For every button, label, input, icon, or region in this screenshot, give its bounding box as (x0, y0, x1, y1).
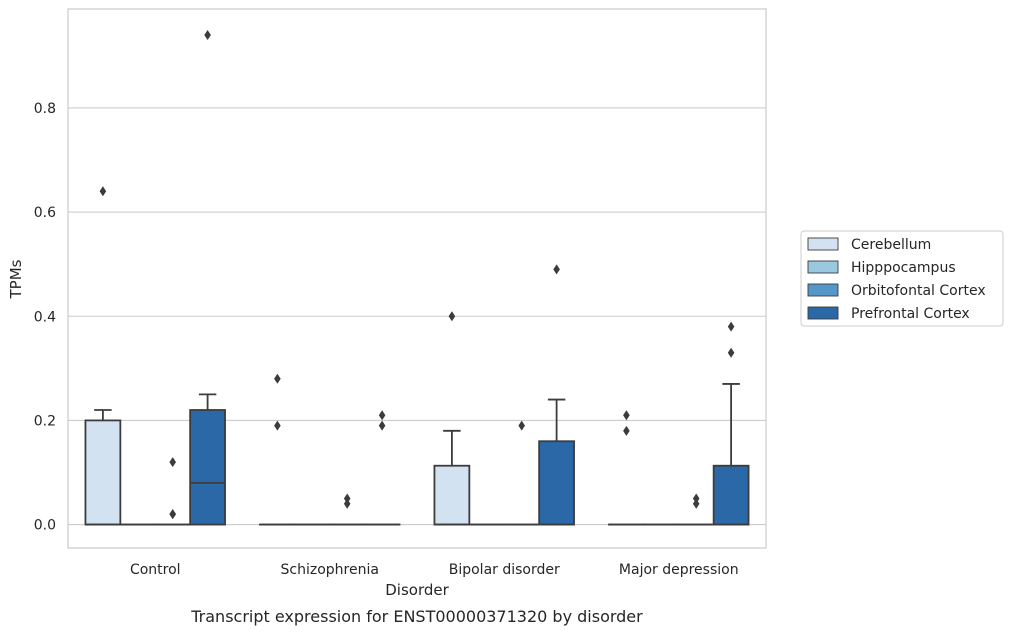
outlier-point (623, 426, 630, 436)
legend-label: Cerebellum (851, 237, 931, 253)
chart-caption: Transcript expression for ENST0000037132… (190, 607, 643, 626)
y-tick-label: 0.2 (34, 413, 56, 429)
box-group (365, 410, 400, 524)
outlier-point (518, 421, 525, 431)
box-group (609, 410, 644, 524)
box-group (85, 186, 120, 524)
box-group (434, 311, 469, 524)
legend-swatch (808, 238, 838, 250)
x-tick-label: Control (130, 562, 181, 578)
outlier-point (693, 494, 700, 504)
legend-label: Hipppocampus (851, 260, 956, 276)
outlier-point (728, 348, 735, 358)
box-group (260, 374, 295, 525)
y-tick-label: 0.4 (34, 309, 56, 325)
y-tick-label: 0.6 (34, 205, 56, 221)
outlier-point (274, 421, 281, 431)
outlier-point (553, 264, 560, 274)
box (539, 441, 574, 524)
x-axis-title: Disorder (385, 581, 449, 599)
outlier-point (169, 509, 176, 519)
outlier-point (344, 494, 351, 504)
box-group (504, 421, 539, 525)
legend-swatch (808, 284, 838, 296)
x-axis-ticks: Control Schizophrenia Bipolar disorder Majo… (130, 562, 739, 578)
box-group (539, 264, 574, 524)
x-tick-label: Bipolar disorder (449, 562, 560, 578)
box-group (155, 457, 190, 525)
box-group (190, 30, 225, 525)
legend: Cerebellum Hipppocampus Orbitofontal Corte… (801, 231, 1003, 326)
legend-label: Prefrontal Cortex (851, 306, 970, 322)
outlier-point (274, 374, 281, 384)
outlier-point (379, 410, 386, 420)
box (434, 466, 469, 525)
y-axis-ticks: 0.0 0.2 0.4 0.6 0.8 (34, 101, 56, 534)
outlier-point (379, 421, 386, 431)
x-tick-label: Major depression (619, 562, 739, 578)
legend-swatch (808, 307, 838, 319)
y-axis-title: TPMs (7, 259, 25, 299)
outlier-point (169, 457, 176, 467)
outlier-point (449, 311, 456, 321)
legend-swatch (808, 261, 838, 273)
x-tick-label: Schizophrenia (281, 562, 379, 578)
outlier-point (623, 410, 630, 420)
legend-label: Orbitofontal Cortex (851, 283, 986, 299)
outlier-point (728, 322, 735, 332)
box-group (714, 322, 749, 525)
outlier-point (100, 186, 107, 196)
y-tick-label: 0.8 (34, 101, 56, 117)
outlier-point (204, 30, 211, 40)
box (85, 420, 120, 524)
y-tick-label: 0.0 (34, 518, 56, 534)
box-plots (85, 30, 748, 525)
box (190, 410, 225, 525)
box-group (330, 494, 365, 525)
box-group (679, 494, 714, 525)
box (714, 466, 749, 525)
plot-frame (68, 9, 766, 548)
